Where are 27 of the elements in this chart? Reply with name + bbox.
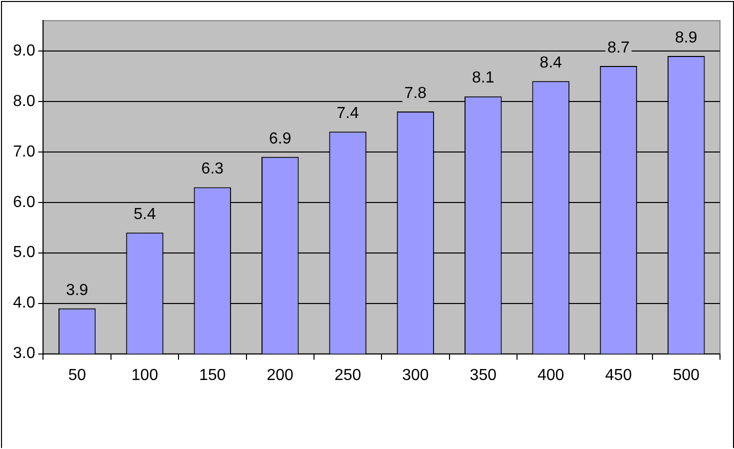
x-tick-label: 300 <box>402 366 429 384</box>
data-label: 7.8 <box>404 84 427 102</box>
data-label: 6.3 <box>201 160 224 178</box>
y-tick-label: 8.0 <box>12 92 36 110</box>
y-tick-label: 9.0 <box>12 42 36 60</box>
x-tick-label: 400 <box>537 366 564 384</box>
x-tick-label: 350 <box>470 366 497 384</box>
data-label: 8.7 <box>607 39 630 56</box>
x-tick-label: 100 <box>131 366 158 384</box>
y-tick-label: 4.0 <box>12 294 36 312</box>
x-tick-label: 150 <box>199 366 226 384</box>
data-label: 8.1 <box>472 70 494 87</box>
x-tick-label: 200 <box>266 366 294 384</box>
data-label: 5.4 <box>134 206 156 224</box>
x-tick-label: 250 <box>334 366 362 384</box>
x-tick-label: 500 <box>672 366 700 384</box>
data-label: 8.4 <box>540 54 562 72</box>
data-label: 3.9 <box>66 282 88 299</box>
y-tick-label: 7.0 <box>12 143 36 160</box>
y-tick-label: 3.0 <box>12 345 36 362</box>
y-tick-label: 5.0 <box>12 244 36 262</box>
x-tick-label: 50 <box>68 366 86 384</box>
data-label: 7.4 <box>336 105 359 122</box>
data-label: 8.9 <box>675 29 698 46</box>
data-label: 6.9 <box>268 130 292 148</box>
x-tick-label: 450 <box>605 366 632 384</box>
y-tick-label: 6.0 <box>12 194 36 211</box>
